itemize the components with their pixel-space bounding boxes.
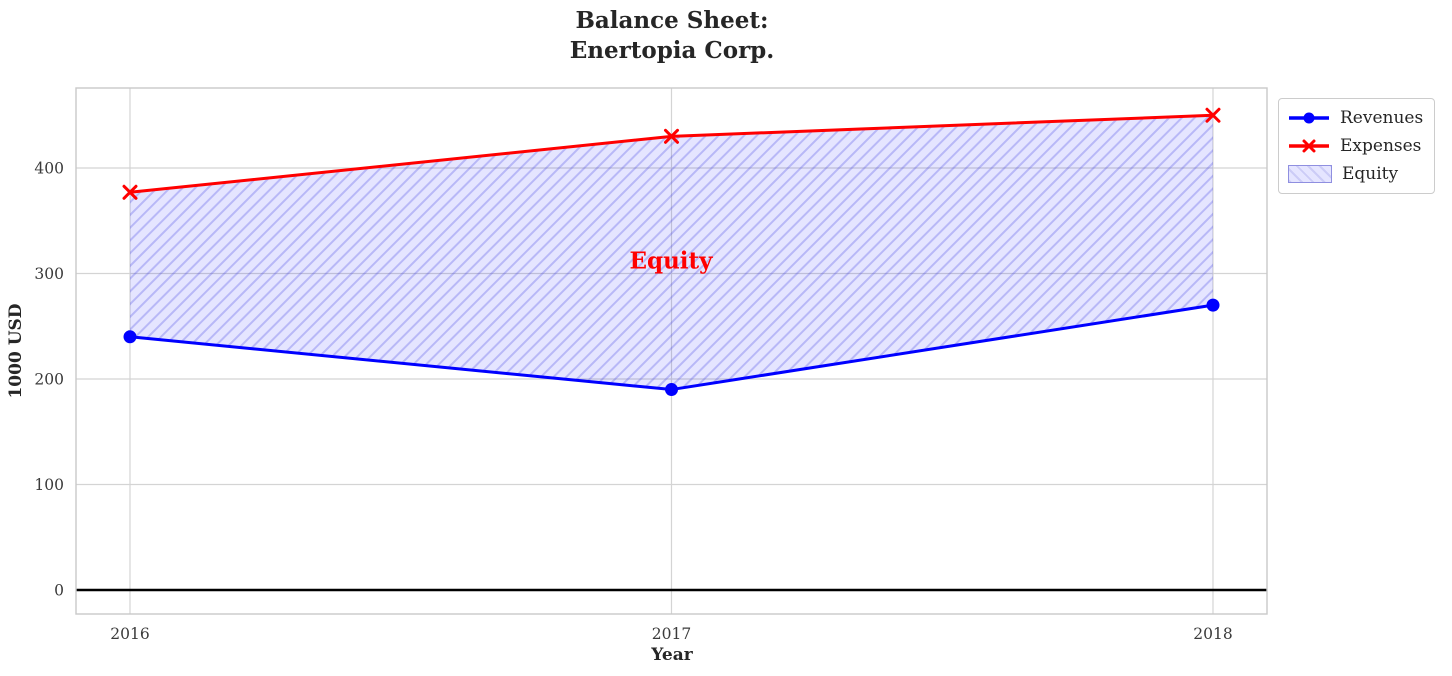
legend: Revenues Expenses Equity — [1278, 98, 1436, 194]
x-tick-label: 2016 — [110, 625, 149, 643]
y-tick-label: 100 — [34, 476, 64, 494]
legend-item-revenues: Revenues — [1288, 106, 1423, 130]
data-point-marker — [123, 330, 137, 344]
y-tick-label: 300 — [34, 265, 64, 283]
legend-label: Equity — [1342, 164, 1399, 184]
x-tick-label: 2017 — [652, 625, 691, 643]
chart-title: Balance Sheet: Enertopia Corp. — [569, 7, 775, 64]
series-expenses — [122, 107, 1221, 200]
data-point-marker — [1206, 298, 1220, 312]
series-revenues — [123, 298, 1220, 397]
revenues-legend-swatch — [1289, 112, 1329, 124]
legend-label: Expenses — [1340, 136, 1422, 156]
legend-label: Revenues — [1340, 108, 1424, 128]
equity-legend-swatch — [1288, 165, 1332, 183]
data-point-marker — [665, 383, 678, 397]
data-point-marker — [1205, 107, 1221, 123]
plot-border — [75, 87, 1268, 615]
equity-area-hatch — [130, 115, 1213, 390]
legend-item-equity: Equity — [1288, 162, 1423, 186]
x-tick-label: 2018 — [1193, 625, 1232, 643]
data-point-marker — [122, 184, 138, 200]
y-tick-label: 0 — [54, 582, 64, 600]
data-point-marker — [664, 128, 679, 144]
y-axis-label: 1000 USD — [6, 303, 26, 399]
y-tick-label: 400 — [34, 160, 64, 178]
x-axis-label: Year — [651, 645, 693, 665]
y-tick-label: 200 — [34, 371, 64, 389]
expenses-legend-swatch — [1289, 139, 1329, 153]
equity-area-annotation: Equity — [629, 247, 713, 275]
legend-item-expenses: Expenses — [1288, 134, 1423, 158]
tick-labels: 0 100 200 300 400 2016 2017 2018 — [34, 160, 1232, 644]
